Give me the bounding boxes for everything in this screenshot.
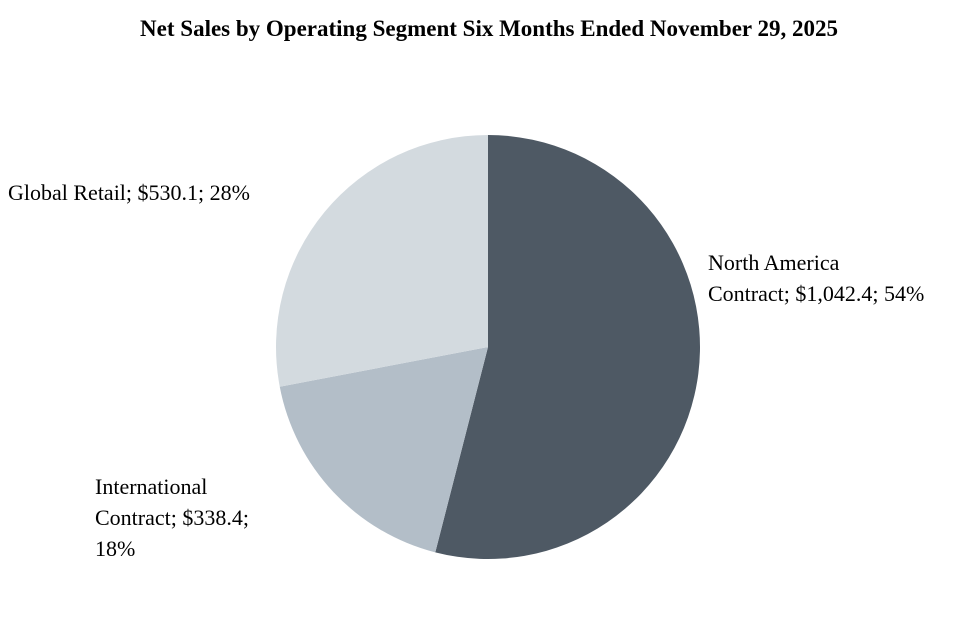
- pie-label-line: North America: [708, 250, 840, 275]
- pie-slice-international-contract: [279, 347, 488, 553]
- pie-label-line: 18%: [95, 536, 136, 561]
- pie-label-line: International: [95, 474, 208, 499]
- pie-label-international-contract: International Contract; $338.4; 18%: [95, 471, 249, 564]
- pie-slice-global-retail: [276, 135, 488, 387]
- pie-slice-north-america-contract: [435, 135, 701, 559]
- chart-title: Net Sales by Operating Segment Six Month…: [140, 16, 838, 41]
- pie-label-north-america-contract: North America Contract; $1,042.4; 54%: [708, 247, 924, 309]
- pie-label-global-retail: Global Retail; $530.1; 28%: [8, 177, 250, 208]
- pie-label-line: Global Retail; $530.1; 28%: [8, 180, 250, 205]
- pie-label-line: Contract; $338.4;: [95, 505, 249, 530]
- pie-label-line: Contract; $1,042.4; 54%: [708, 281, 925, 306]
